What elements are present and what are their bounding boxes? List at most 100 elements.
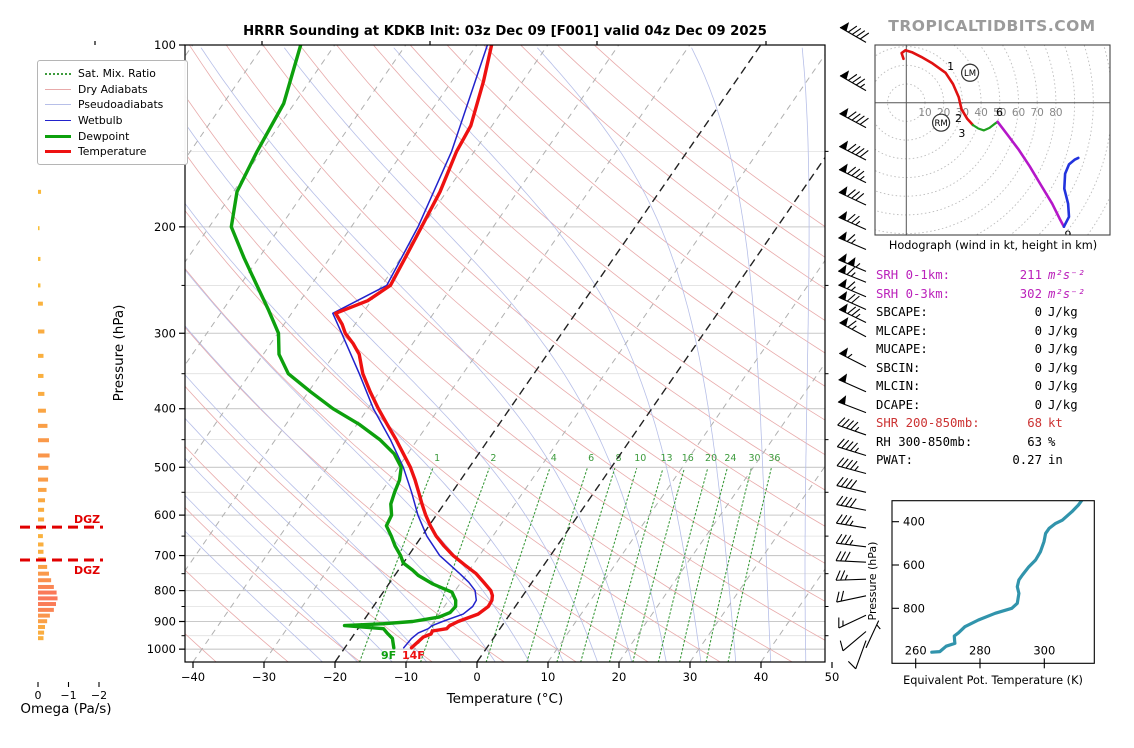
legend-label: Sat. Mix. Ratio bbox=[78, 67, 156, 81]
stat-row-shr-200-850mb: SHR 200-850mb: 68 kt bbox=[876, 416, 1122, 435]
dgz-label-upper: DGZ bbox=[74, 513, 101, 526]
stat-label: DCAPE: bbox=[876, 397, 921, 412]
stat-value: 211 bbox=[1019, 268, 1042, 282]
stat-value: 63 bbox=[1027, 434, 1042, 449]
svg-text:1000: 1000 bbox=[147, 642, 176, 656]
omega-panel: 0 −1 −2 bbox=[20, 189, 107, 702]
svg-text:800: 800 bbox=[154, 584, 176, 598]
dgz-label-lower: DGZ bbox=[74, 564, 101, 577]
stat-row-sbcin: SBCIN: 0 J/kg bbox=[876, 361, 1122, 380]
stats-panel: SRH 0-1km: 211 m²s⁻² SRH 0-3km: 302 m²s⁻² SBCA… bbox=[876, 268, 1122, 472]
svg-text:200: 200 bbox=[154, 220, 176, 234]
svg-text:400: 400 bbox=[154, 402, 176, 416]
stat-label: SRH 0-1km: bbox=[876, 268, 951, 282]
svg-text:800: 800 bbox=[903, 601, 925, 615]
svg-text:50: 50 bbox=[825, 670, 840, 684]
hodograph-frame bbox=[874, 44, 1111, 236]
svg-text:−2: −2 bbox=[91, 689, 107, 702]
svg-text:10: 10 bbox=[634, 453, 646, 464]
svg-text:400: 400 bbox=[903, 515, 925, 529]
svg-text:100: 100 bbox=[154, 38, 176, 52]
legend-swatch bbox=[45, 104, 71, 106]
legend-item-wetbulb: Wetbulb bbox=[45, 113, 181, 129]
svg-text:1: 1 bbox=[947, 60, 954, 73]
omega-axis-label: Omega (Pa/s) bbox=[20, 701, 112, 717]
legend-box: Sat. Mix. Ratio Dry Adiabats Pseudoadiabat… bbox=[37, 60, 188, 165]
svg-text:10: 10 bbox=[541, 670, 556, 684]
legend-item-dewpoint: Dewpoint bbox=[45, 128, 181, 144]
surface-temperature-label: 14F bbox=[402, 649, 425, 662]
stat-value: 0 bbox=[1034, 305, 1042, 320]
pressure-axis-label: Pressure (hPa) bbox=[111, 304, 127, 402]
stat-row-srh-0-1km: SRH 0-1km: 211 m²s⁻² bbox=[876, 268, 1122, 287]
svg-text:−1: −1 bbox=[60, 689, 76, 702]
svg-text:80: 80 bbox=[1049, 107, 1062, 119]
svg-text:2: 2 bbox=[955, 112, 962, 125]
svg-text:260: 260 bbox=[905, 643, 927, 657]
svg-text:30: 30 bbox=[683, 670, 698, 684]
stat-row-mucape: MUCAPE: 0 J/kg bbox=[876, 342, 1122, 361]
temperature-axis-label: Temperature (°C) bbox=[446, 691, 564, 707]
svg-text:6: 6 bbox=[996, 106, 1003, 119]
svg-text:40: 40 bbox=[974, 107, 987, 119]
stat-unit: in bbox=[1048, 453, 1063, 468]
stat-unit: J/kg bbox=[1048, 379, 1078, 394]
stat-value: 302 bbox=[1019, 286, 1042, 301]
stat-value: 0 bbox=[1034, 397, 1042, 412]
svg-text:20: 20 bbox=[705, 453, 717, 464]
legend-label: Temperature bbox=[78, 145, 147, 159]
stat-label: MLCAPE: bbox=[876, 323, 928, 338]
stat-row-rh-300-850mb: RH 300-850mb: 63% bbox=[876, 435, 1122, 454]
thetae-y-label: Pressure (hPa) bbox=[866, 541, 879, 621]
thetae-curve bbox=[930, 500, 1084, 654]
site-logo: TROPICALTIDBITS.COM bbox=[888, 17, 1096, 35]
svg-text:500: 500 bbox=[154, 460, 176, 474]
stat-row-dcape: DCAPE: 0 J/kg bbox=[876, 398, 1122, 417]
svg-text:10: 10 bbox=[918, 107, 931, 119]
stat-row-mlcin: MLCIN: 0 J/kg bbox=[876, 379, 1122, 398]
legend-item-sat-mix-ratio: Sat. Mix. Ratio bbox=[45, 66, 181, 82]
svg-text:24: 24 bbox=[724, 453, 736, 464]
legend-swatch bbox=[45, 119, 71, 122]
wind-barb-column bbox=[835, 22, 881, 670]
legend-label: Dry Adiabats bbox=[78, 82, 148, 96]
legend-label: Wetbulb bbox=[78, 114, 123, 128]
stat-label: MUCAPE: bbox=[876, 342, 928, 357]
svg-text:3: 3 bbox=[958, 127, 965, 140]
stat-unit: J/kg bbox=[1048, 305, 1078, 320]
stat-value: 0 bbox=[1034, 342, 1042, 357]
svg-text:−10: −10 bbox=[394, 670, 418, 684]
stat-unit: J/kg bbox=[1048, 342, 1078, 357]
svg-text:70: 70 bbox=[1031, 107, 1044, 119]
svg-text:−30: −30 bbox=[252, 670, 276, 684]
svg-text:4: 4 bbox=[551, 453, 557, 464]
svg-text:600: 600 bbox=[154, 508, 176, 522]
legend-item-dry-adiabats: Dry Adiabats bbox=[45, 82, 181, 98]
legend-swatch bbox=[45, 72, 71, 75]
legend-label: Dewpoint bbox=[78, 129, 130, 143]
stat-unit: J/kg bbox=[1048, 397, 1078, 412]
stat-unit: J/kg bbox=[1048, 323, 1078, 338]
stat-unit: m²s⁻² bbox=[1048, 286, 1086, 301]
stat-row-sbcape: SBCAPE: 0 J/kg bbox=[876, 305, 1122, 324]
legend-label: Pseudoadiabats bbox=[78, 98, 164, 112]
stat-value: 0 bbox=[1034, 379, 1042, 394]
stat-value: 0 bbox=[1034, 360, 1042, 375]
svg-text:280: 280 bbox=[969, 643, 991, 657]
svg-text:2: 2 bbox=[490, 453, 496, 464]
legend-swatch bbox=[45, 150, 71, 154]
thetae-x-label: Equivalent Pot. Temperature (K) bbox=[903, 674, 1083, 687]
svg-text:0: 0 bbox=[473, 670, 480, 684]
legend-swatch bbox=[45, 134, 71, 138]
svg-text:60: 60 bbox=[1012, 107, 1025, 119]
stat-label: MLCIN: bbox=[876, 379, 921, 394]
stat-row-mlcape: MLCAPE: 0 J/kg bbox=[876, 324, 1122, 343]
svg-text:1: 1 bbox=[434, 453, 440, 464]
stat-label: PWAT: bbox=[876, 453, 914, 468]
chart-title: HRRR Sounding at KDKB Init: 03z Dec 09 [… bbox=[243, 24, 767, 39]
surface-dewpoint-label: 9F bbox=[381, 649, 397, 662]
svg-text:LM: LM bbox=[964, 69, 976, 79]
